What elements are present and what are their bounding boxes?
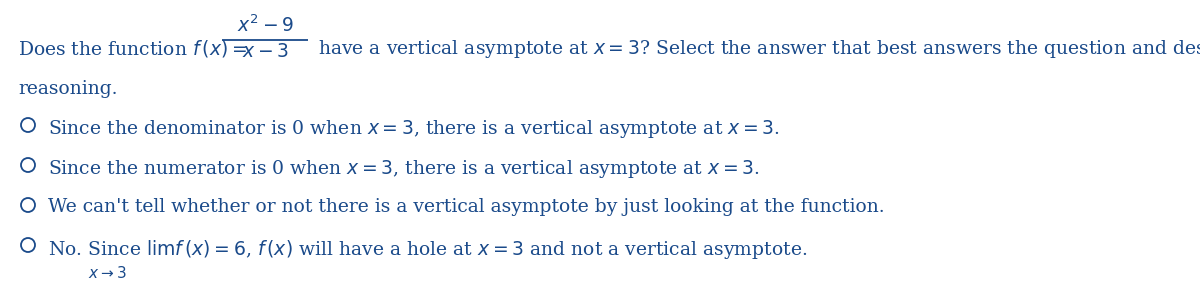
Text: No. Since $\lim f\,(x)=6$, $f\,(x)$ will have a hole at $x=3$ and not a vertical: No. Since $\lim f\,(x)=6$, $f\,(x)$ will… [48,238,808,261]
Text: Does the function $f\,(x) =$: Does the function $f\,(x) =$ [18,38,247,59]
Text: Since the numerator is 0 when $x=3$, there is a vertical asymptote at $x=3$.: Since the numerator is 0 when $x=3$, the… [48,158,760,180]
Text: reasoning.: reasoning. [18,80,118,98]
Text: $x^2-9$: $x^2-9$ [236,14,294,35]
Text: $x-3$: $x-3$ [241,43,288,61]
Text: $x\to3$: $x\to3$ [88,265,127,281]
Text: We can't tell whether or not there is a vertical asymptote by just looking at th: We can't tell whether or not there is a … [48,198,884,216]
Text: Since the denominator is 0 when $x=3$, there is a vertical asymptote at $x=3$.: Since the denominator is 0 when $x=3$, t… [48,118,780,140]
Text: have a vertical asymptote at $x=3$? Select the answer that best answers the ques: have a vertical asymptote at $x=3$? Sele… [318,38,1200,60]
